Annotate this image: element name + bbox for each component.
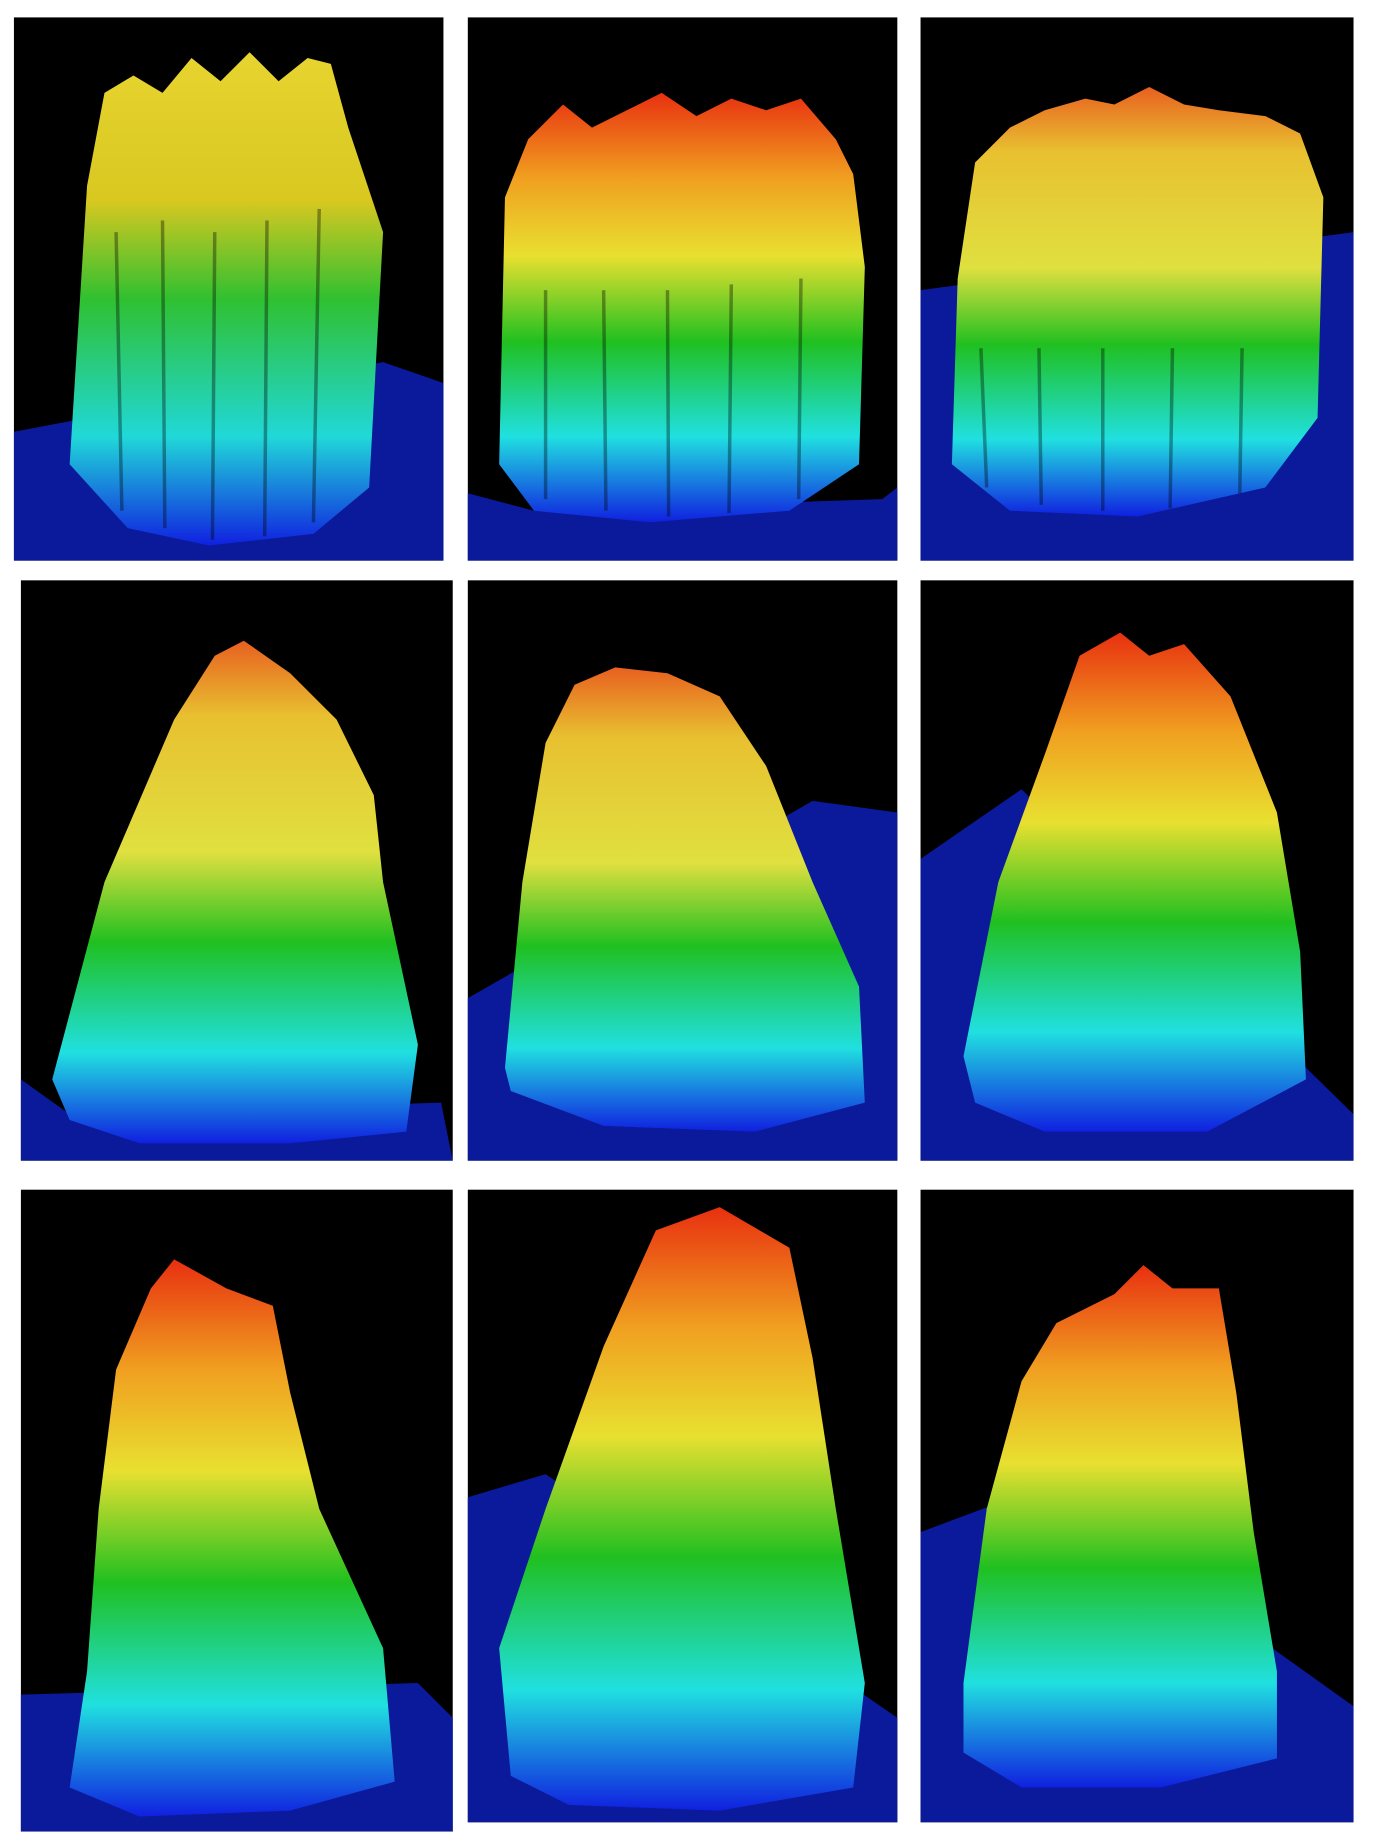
surface-texture: [543, 278, 803, 517]
surface: [69, 1259, 395, 1817]
surface: [499, 92, 865, 523]
surface: [963, 632, 1306, 1132]
surface: [504, 667, 865, 1132]
surface: [52, 640, 418, 1144]
surface: [951, 87, 1324, 517]
surface: [963, 1265, 1277, 1788]
surface: [69, 52, 384, 546]
surface-texture: [114, 208, 321, 540]
surface-texture: [979, 348, 1244, 511]
surface: [499, 1207, 865, 1811]
